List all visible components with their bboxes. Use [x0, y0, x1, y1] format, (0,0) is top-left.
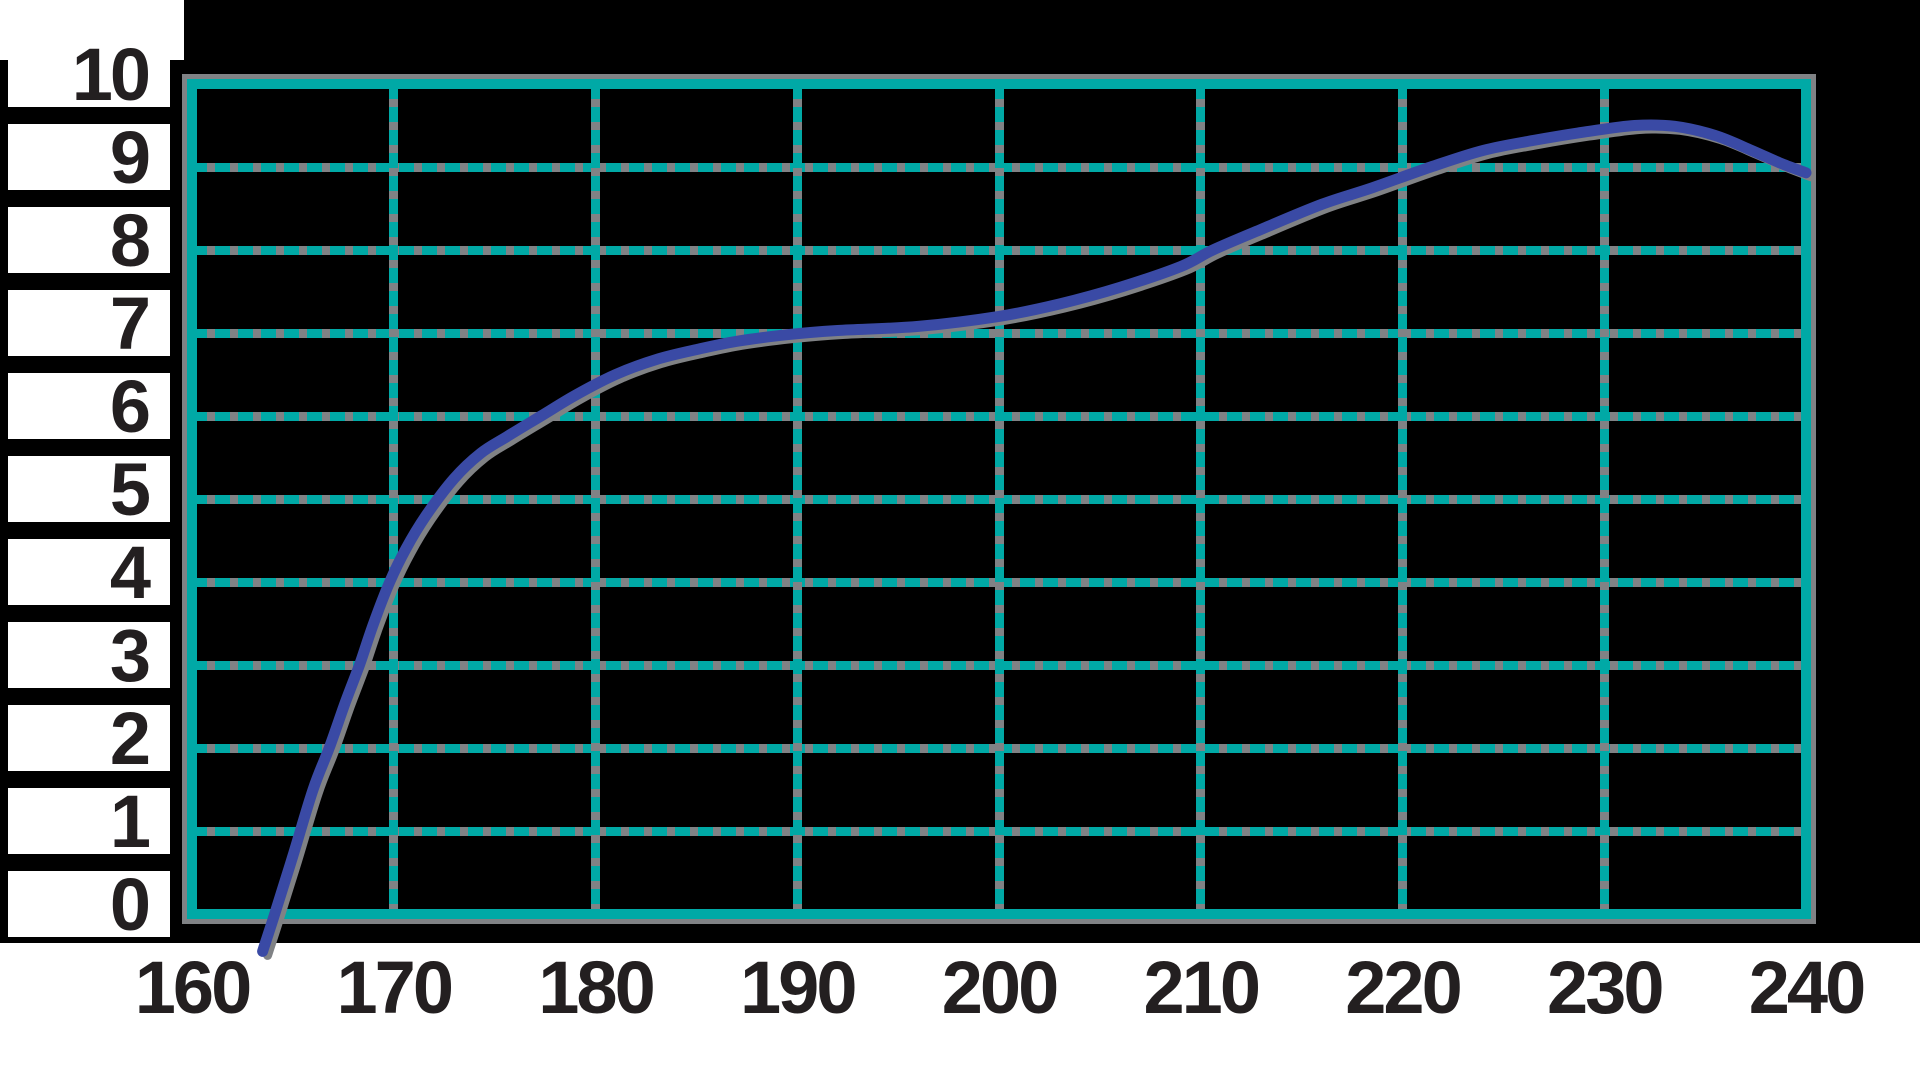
gridline-vertical	[1398, 84, 1407, 914]
x-tick-label: 170	[336, 945, 454, 1029]
x-tick-label: 230	[1547, 945, 1664, 1029]
x-tick-label: 240	[1748, 945, 1866, 1029]
y-axis-label-patch	[8, 788, 170, 854]
x-tick-label: 190	[740, 945, 857, 1029]
gridline-vertical	[591, 84, 600, 914]
y-tick-label: 0	[109, 862, 151, 946]
gridline-vertical	[994, 84, 1004, 914]
gridline-vertical	[792, 84, 802, 914]
gridline-vertical	[1196, 84, 1206, 914]
y-axis-label-patch	[8, 622, 170, 688]
plot-border	[182, 74, 1816, 924]
gridline-vertical	[389, 84, 399, 914]
x-tick-label: 210	[1143, 945, 1261, 1029]
gridline-vertical	[1599, 84, 1609, 914]
y-axis-label-patch	[8, 41, 170, 107]
y-tick-label: 1	[109, 779, 151, 863]
y-axis-label-patch	[8, 373, 170, 439]
y-axis-label-patch	[8, 124, 170, 190]
y-tick-label: 6	[109, 364, 151, 448]
x-tick-label: 160	[134, 945, 252, 1029]
y-axis-label-patch	[8, 539, 170, 605]
y-axis-label-patch	[8, 705, 170, 771]
x-tick-label: 200	[941, 945, 1059, 1029]
y-tick-label: 9	[109, 115, 151, 199]
y-axis-label-patch	[8, 290, 170, 356]
x-axis-label-strip	[0, 943, 1920, 1080]
y-tick-label: 7	[109, 281, 151, 365]
y-tick-label: 2	[109, 696, 151, 780]
y-axis-label-patch	[8, 871, 170, 937]
x-tick-label: 180	[538, 945, 655, 1029]
y-tick-label: 3	[109, 613, 151, 697]
x-tick-label: 220	[1345, 945, 1462, 1029]
y-axis-label-patch	[8, 456, 170, 522]
y-tick-label: 4	[109, 530, 151, 614]
y-tick-label: 10	[71, 32, 151, 116]
curve-shadow	[263, 124, 1816, 960]
y-tick-label: 5	[109, 447, 151, 531]
y-axis-label-patch	[8, 207, 170, 273]
data-curve	[257, 119, 1812, 957]
y-tick-label: 8	[109, 198, 151, 282]
